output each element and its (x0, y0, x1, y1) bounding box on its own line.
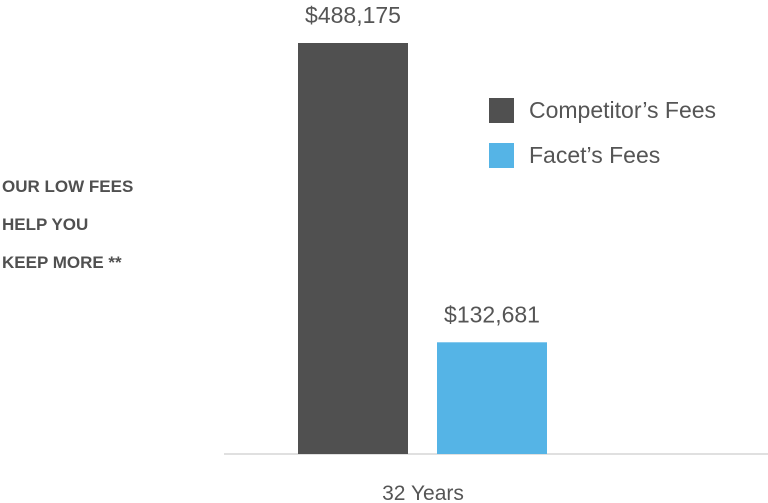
headline-line: KEEP MORE ** (2, 253, 122, 272)
legend-label: Competitor’s Fees (529, 96, 717, 123)
data-label-competitor-fees: $488,175 (305, 2, 401, 28)
bar-competitor-fees (298, 43, 408, 454)
legend-swatch (489, 142, 514, 168)
headline: OUR LOW FEES HELP YOU KEEP MORE ** (2, 168, 133, 282)
headline-line: HELP YOU (2, 215, 89, 234)
bar-facet-fees (437, 342, 547, 454)
legend: Competitor’s Fees Facet’s Fees (489, 95, 716, 185)
legend-label: Facet’s Fees (529, 141, 661, 168)
data-label-facet-fees: $132,681 (444, 301, 540, 327)
x-tick-label: 32 Years (382, 482, 464, 503)
headline-line: OUR LOW FEES (2, 177, 134, 196)
legend-swatch (489, 97, 514, 123)
legend-item-competitor: Competitor’s Fees (489, 95, 716, 125)
legend-item-facet: Facet’s Fees (489, 140, 716, 170)
